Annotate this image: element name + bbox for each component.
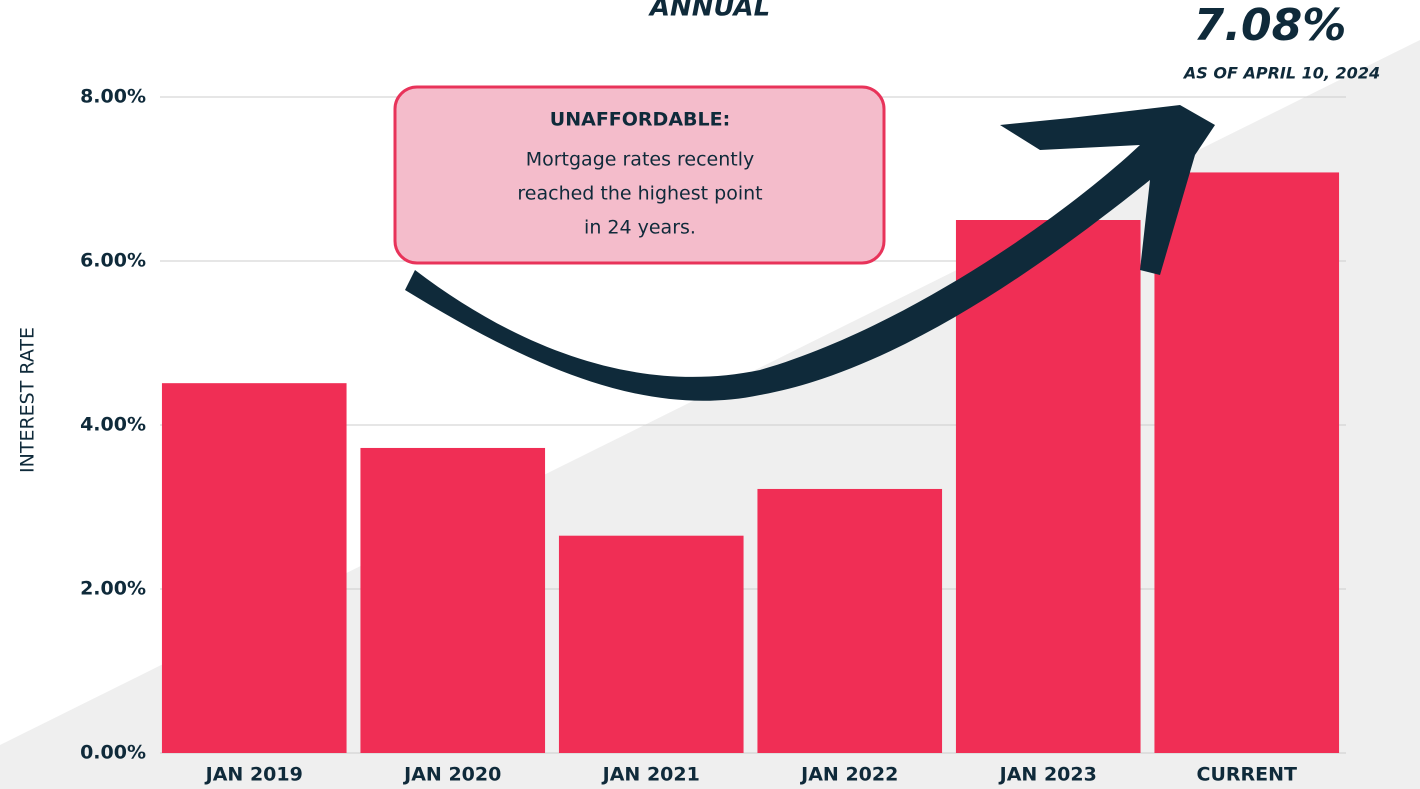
annotation-line: reached the highest point: [517, 183, 762, 205]
value-label: 7.08%: [1194, 0, 1347, 51]
x-tick-label: JAN 2019: [204, 764, 303, 786]
bar: [757, 488, 943, 753]
y-tick-label: 4.00%: [80, 414, 146, 436]
bars: JAN 2019 JAN 2020 JAN 2021 JAN 2022 JAN 2023…: [161, 172, 1340, 786]
x-tick-label: CURRENT: [1197, 764, 1298, 786]
bar: [558, 535, 744, 753]
y-tick-label: 2.00%: [80, 578, 146, 600]
x-tick-label: JAN 2021: [601, 764, 700, 786]
y-tick-label: 0.00%: [80, 742, 146, 764]
bar: [360, 447, 546, 753]
grid: 0.00% 2.00% 4.00% 6.00% 8.00%: [80, 86, 1346, 764]
annotation-line: Mortgage rates recently: [526, 149, 755, 171]
annotation-line: in 24 years.: [584, 217, 696, 239]
bar: [1154, 172, 1340, 753]
bar: [955, 220, 1141, 753]
x-tick-label: JAN 2022: [799, 764, 898, 786]
value-label-note: AS OF APRIL 10, 2024: [1182, 64, 1380, 83]
x-tick-label: JAN 2020: [402, 764, 501, 786]
annotation-box: [393, 85, 886, 265]
chart-title: ANNUAL: [648, 0, 770, 23]
y-axis-label: INTEREST RATE: [17, 327, 39, 473]
annotation-heading: UNAFFORDABLE:: [550, 109, 730, 131]
x-tick-label: JAN 2023: [998, 764, 1097, 786]
bar: [161, 383, 347, 753]
y-tick-label: 6.00%: [80, 250, 146, 272]
y-tick-label: 8.00%: [80, 86, 146, 108]
arrow: [405, 105, 1215, 401]
